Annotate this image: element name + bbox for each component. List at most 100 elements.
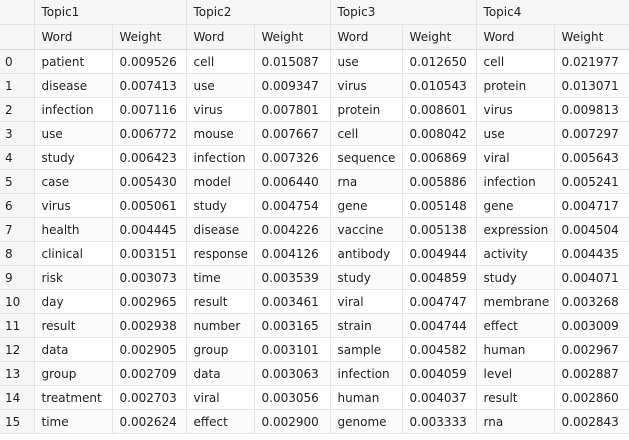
table-row: 15 time 0.002624 effect 0.002900 genome 0.0033…: [0, 409, 629, 434]
weight-cell: 0.004504: [554, 217, 629, 242]
word-cell: data: [34, 337, 113, 362]
word-cell: protein: [330, 97, 403, 122]
row-index: 7: [0, 217, 35, 242]
table-row: 7 health 0.004445 disease 0.004226 vaccine 0.0…: [0, 217, 629, 242]
weight-cell: 0.002967: [554, 337, 629, 362]
weight-cell: 0.005241: [554, 169, 629, 194]
index-header-blank: [0, 0, 35, 25]
table-row: 13 group 0.002709 data 0.003063 infection 0.00…: [0, 361, 629, 386]
weight-cell: 0.003063: [254, 361, 331, 386]
weight-cell: 0.007413: [112, 73, 187, 98]
weight-cell: 0.007297: [554, 121, 629, 146]
weight-cell: 0.002860: [554, 385, 629, 410]
word-column-header: Word: [186, 24, 255, 50]
weight-cell: 0.004717: [554, 193, 629, 218]
weight-cell: 0.005430: [112, 169, 187, 194]
weight-cell: 0.005061: [112, 193, 187, 218]
weight-cell: 0.004944: [402, 241, 477, 266]
word-cell: infection: [34, 97, 113, 122]
row-index: 9: [0, 265, 35, 290]
row-index: 0: [0, 49, 35, 74]
weight-cell: 0.004071: [554, 265, 629, 290]
word-cell: human: [330, 385, 403, 410]
weight-cell: 0.002624: [112, 409, 187, 434]
weight-cell: 0.009347: [254, 73, 331, 98]
weight-cell: 0.004435: [554, 241, 629, 266]
weight-cell: 0.005148: [402, 193, 477, 218]
topic-header: Topic3: [330, 0, 477, 25]
word-cell: result: [34, 313, 113, 338]
word-cell: viral: [476, 145, 555, 170]
word-cell: expression: [476, 217, 555, 242]
weight-cell: 0.004126: [254, 241, 331, 266]
word-cell: use: [330, 49, 403, 74]
weight-cell: 0.003073: [112, 265, 187, 290]
weight-cell: 0.007326: [254, 145, 331, 170]
word-cell: response: [186, 241, 255, 266]
weight-column-header: Weight: [112, 24, 187, 50]
word-cell: mouse: [186, 121, 255, 146]
row-index: 2: [0, 97, 35, 122]
weight-cell: 0.002843: [554, 409, 629, 434]
table-row: 14 treatment 0.002703 viral 0.003056 human 0.0…: [0, 385, 629, 410]
word-cell: infection: [476, 169, 555, 194]
weight-cell: 0.003151: [112, 241, 187, 266]
word-cell: result: [186, 289, 255, 314]
weight-cell: 0.004582: [402, 337, 477, 362]
table-row: 8 clinical 0.003151 response 0.004126 antibod…: [0, 241, 629, 266]
weight-cell: 0.008601: [402, 97, 477, 122]
word-cell: study: [186, 193, 255, 218]
word-cell: rna: [476, 409, 555, 434]
row-index: 15: [0, 409, 35, 434]
weight-cell: 0.004445: [112, 217, 187, 242]
topic-header: Topic4: [476, 0, 629, 25]
word-cell: gene: [330, 193, 403, 218]
word-cell: virus: [330, 73, 403, 98]
weight-column-header: Weight: [402, 24, 477, 50]
word-cell: viral: [330, 289, 403, 314]
weight-cell: 0.006423: [112, 145, 187, 170]
weight-cell: 0.005886: [402, 169, 477, 194]
word-cell: group: [34, 361, 113, 386]
word-cell: cell: [186, 49, 255, 74]
index-header-blank: [0, 24, 35, 50]
word-cell: use: [186, 73, 255, 98]
weight-cell: 0.010543: [402, 73, 477, 98]
row-index: 5: [0, 169, 35, 194]
table-row: 10 day 0.002965 result 0.003461 viral 0.004747…: [0, 289, 629, 314]
weight-cell: 0.008042: [402, 121, 477, 146]
weight-cell: 0.003101: [254, 337, 331, 362]
word-cell: membrane: [476, 289, 555, 314]
weight-cell: 0.002900: [254, 409, 331, 434]
word-cell: virus: [186, 97, 255, 122]
weight-cell: 0.004059: [402, 361, 477, 386]
word-cell: effect: [476, 313, 555, 338]
word-cell: treatment: [34, 385, 113, 410]
word-cell: data: [186, 361, 255, 386]
table-row: 0 patient 0.009526 cell 0.015087 use 0.012650 c…: [0, 49, 629, 74]
weight-cell: 0.005138: [402, 217, 477, 242]
word-cell: case: [34, 169, 113, 194]
word-cell: infection: [186, 145, 255, 170]
weight-cell: 0.006869: [402, 145, 477, 170]
row-index: 11: [0, 313, 35, 338]
row-index: 3: [0, 121, 35, 146]
word-cell: study: [330, 265, 403, 290]
word-cell: activity: [476, 241, 555, 266]
weight-cell: 0.003056: [254, 385, 331, 410]
word-column-header: Word: [34, 24, 113, 50]
row-index: 12: [0, 337, 35, 362]
row-index: 10: [0, 289, 35, 314]
word-cell: vaccine: [330, 217, 403, 242]
word-cell: time: [34, 409, 113, 434]
topic-header: Topic1: [34, 0, 187, 25]
weight-cell: 0.013071: [554, 73, 629, 98]
table-row: 5 case 0.005430 model 0.006440 rna 0.005886 inf…: [0, 169, 629, 194]
weight-cell: 0.007801: [254, 97, 331, 122]
word-cell: viral: [186, 385, 255, 410]
word-cell: number: [186, 313, 255, 338]
table-row: 12 data 0.002905 group 0.003101 sample 0.00458…: [0, 337, 629, 362]
weight-cell: 0.002965: [112, 289, 187, 314]
weight-cell: 0.002938: [112, 313, 187, 338]
row-index: 6: [0, 193, 35, 218]
